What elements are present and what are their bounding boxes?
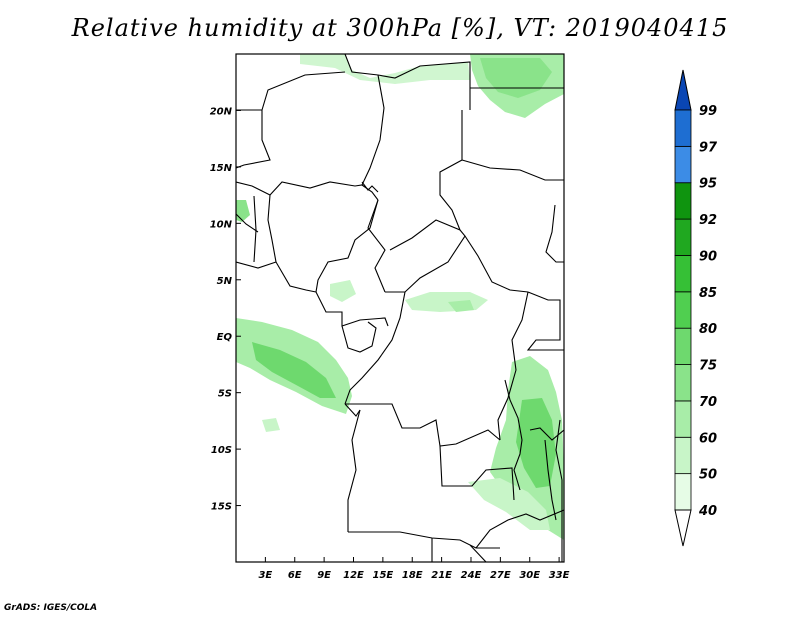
lat-tick-label: EQ <box>217 332 233 343</box>
border-angola-coast <box>344 403 361 417</box>
border-car-sudan <box>464 235 529 293</box>
humidity-area-congo-patch <box>405 292 488 312</box>
lon-tick-label: 3E <box>258 570 272 581</box>
border-zambia-south <box>475 509 564 549</box>
lat-tick-label: 15N <box>210 163 233 174</box>
lon-tick-label: 6E <box>288 570 302 581</box>
lon-tick-label: 9E <box>317 570 331 581</box>
lon-tick-label: 15E <box>372 570 393 581</box>
border-niger-nigeria <box>269 181 379 201</box>
colorbar-box <box>674 364 692 402</box>
colorbar-label: 85 <box>699 286 717 301</box>
map-frame <box>235 53 565 563</box>
colorbar: 40 50 60 70 75 80 85 90 92 95 97 99 <box>674 69 718 547</box>
lat-tick-label: 5S <box>218 389 232 400</box>
humidity-area-north-band <box>300 54 470 84</box>
colorbar-label: 40 <box>698 504 717 519</box>
humidity-area-west-coast <box>236 200 250 222</box>
colorbar-box <box>674 109 692 147</box>
humidity-area-gulf-small <box>262 418 280 432</box>
border-drc-east <box>497 291 529 441</box>
colorbar-label: 75 <box>699 359 717 374</box>
border-libya-north <box>344 54 471 110</box>
border-lake-tanganyika <box>504 379 523 491</box>
humidity-area-north-center <box>330 280 356 302</box>
border-angola-west <box>347 409 361 532</box>
colorbar-label: 80 <box>699 322 717 337</box>
colorbar-label: 50 <box>699 468 717 483</box>
border-burkina <box>236 181 271 196</box>
longitude-axis: 3E 6E 9E 12E 15E 18E 21E 24E 27E 30E 33E <box>258 557 570 581</box>
lat-tick-label: 5N <box>217 276 233 287</box>
lon-tick-label: 18E <box>402 570 423 581</box>
colorbar-label: 95 <box>699 177 717 192</box>
border-niger-chad <box>361 74 385 186</box>
border-lake-chad <box>361 181 379 193</box>
border-angola-namibia <box>348 531 500 549</box>
lat-tick-label: 20N <box>210 106 233 117</box>
colorbar-box <box>674 182 692 220</box>
colorbar-box <box>674 400 692 438</box>
lon-tick-label: 30E <box>519 570 540 581</box>
border-cameroon-chad <box>367 199 386 293</box>
colorbar-label: 70 <box>699 395 717 410</box>
border-chad-sudan <box>439 110 463 231</box>
colorbar-label: 90 <box>699 249 717 264</box>
border-gabon-congo <box>341 321 377 353</box>
border-ethiopia <box>545 204 564 263</box>
lon-tick-label: 12E <box>343 570 364 581</box>
country-borders <box>236 54 564 562</box>
humidity-area-east-core <box>516 398 556 488</box>
border-sudan-south <box>461 159 564 181</box>
colorbar-box <box>674 327 692 365</box>
border-gulf-coast <box>236 261 317 293</box>
border-congo-drc <box>344 291 406 405</box>
colorbar-top-arrow <box>674 69 692 111</box>
colorbar-label: 92 <box>699 213 717 228</box>
lat-tick-label: 10N <box>210 219 233 230</box>
colorbar-box <box>674 218 692 256</box>
lon-tick-label: 24E <box>461 570 482 581</box>
lat-tick-label: 15S <box>211 502 232 513</box>
border-mali-niger <box>236 110 271 169</box>
border-angola-zambia <box>439 445 515 501</box>
humidity-shading <box>236 54 564 540</box>
border-nigeria-cameroon <box>315 199 379 293</box>
credit-text: GrADS: IGES/COLA <box>4 603 98 613</box>
border-niger-algeria <box>236 71 346 111</box>
map-title: Relative humidity at 300hPa [%], VT: 201… <box>71 14 729 42</box>
border-lake-malawi <box>544 439 557 521</box>
colorbar-box <box>674 291 692 329</box>
border-car <box>385 219 466 293</box>
humidity-area-gulf-core <box>252 342 336 398</box>
colorbar-box <box>674 436 692 475</box>
border-mozambique <box>555 419 563 562</box>
lat-tick-label: 10S <box>211 445 232 456</box>
lon-tick-label: 27E <box>490 570 511 581</box>
colorbar-box <box>674 255 692 293</box>
border-benin-togo <box>253 195 257 263</box>
colorbar-label: 97 <box>699 140 718 155</box>
border-cameroon-gabon <box>315 291 389 327</box>
colorbar-label: 60 <box>699 431 717 446</box>
border-south-africa <box>469 544 487 562</box>
latitude-axis: 20N 15N 10N 5N EQ 5S 10S 15S <box>210 106 241 513</box>
border-uganda-kenya <box>526 291 564 351</box>
lon-tick-label: 33E <box>549 570 570 581</box>
humidity-area-southeast <box>468 478 550 530</box>
colorbar-box <box>674 145 692 184</box>
border-nigeria-benin <box>267 194 277 263</box>
lon-tick-label: 21E <box>431 570 452 581</box>
colorbar-box <box>674 473 692 511</box>
humidity-area-congo-patch-small <box>448 300 474 312</box>
border-west-coast <box>236 213 259 233</box>
colorbar-label: 99 <box>699 104 717 119</box>
colorbar-bottom-arrow <box>674 509 692 547</box>
border-drc-angola <box>345 403 501 447</box>
